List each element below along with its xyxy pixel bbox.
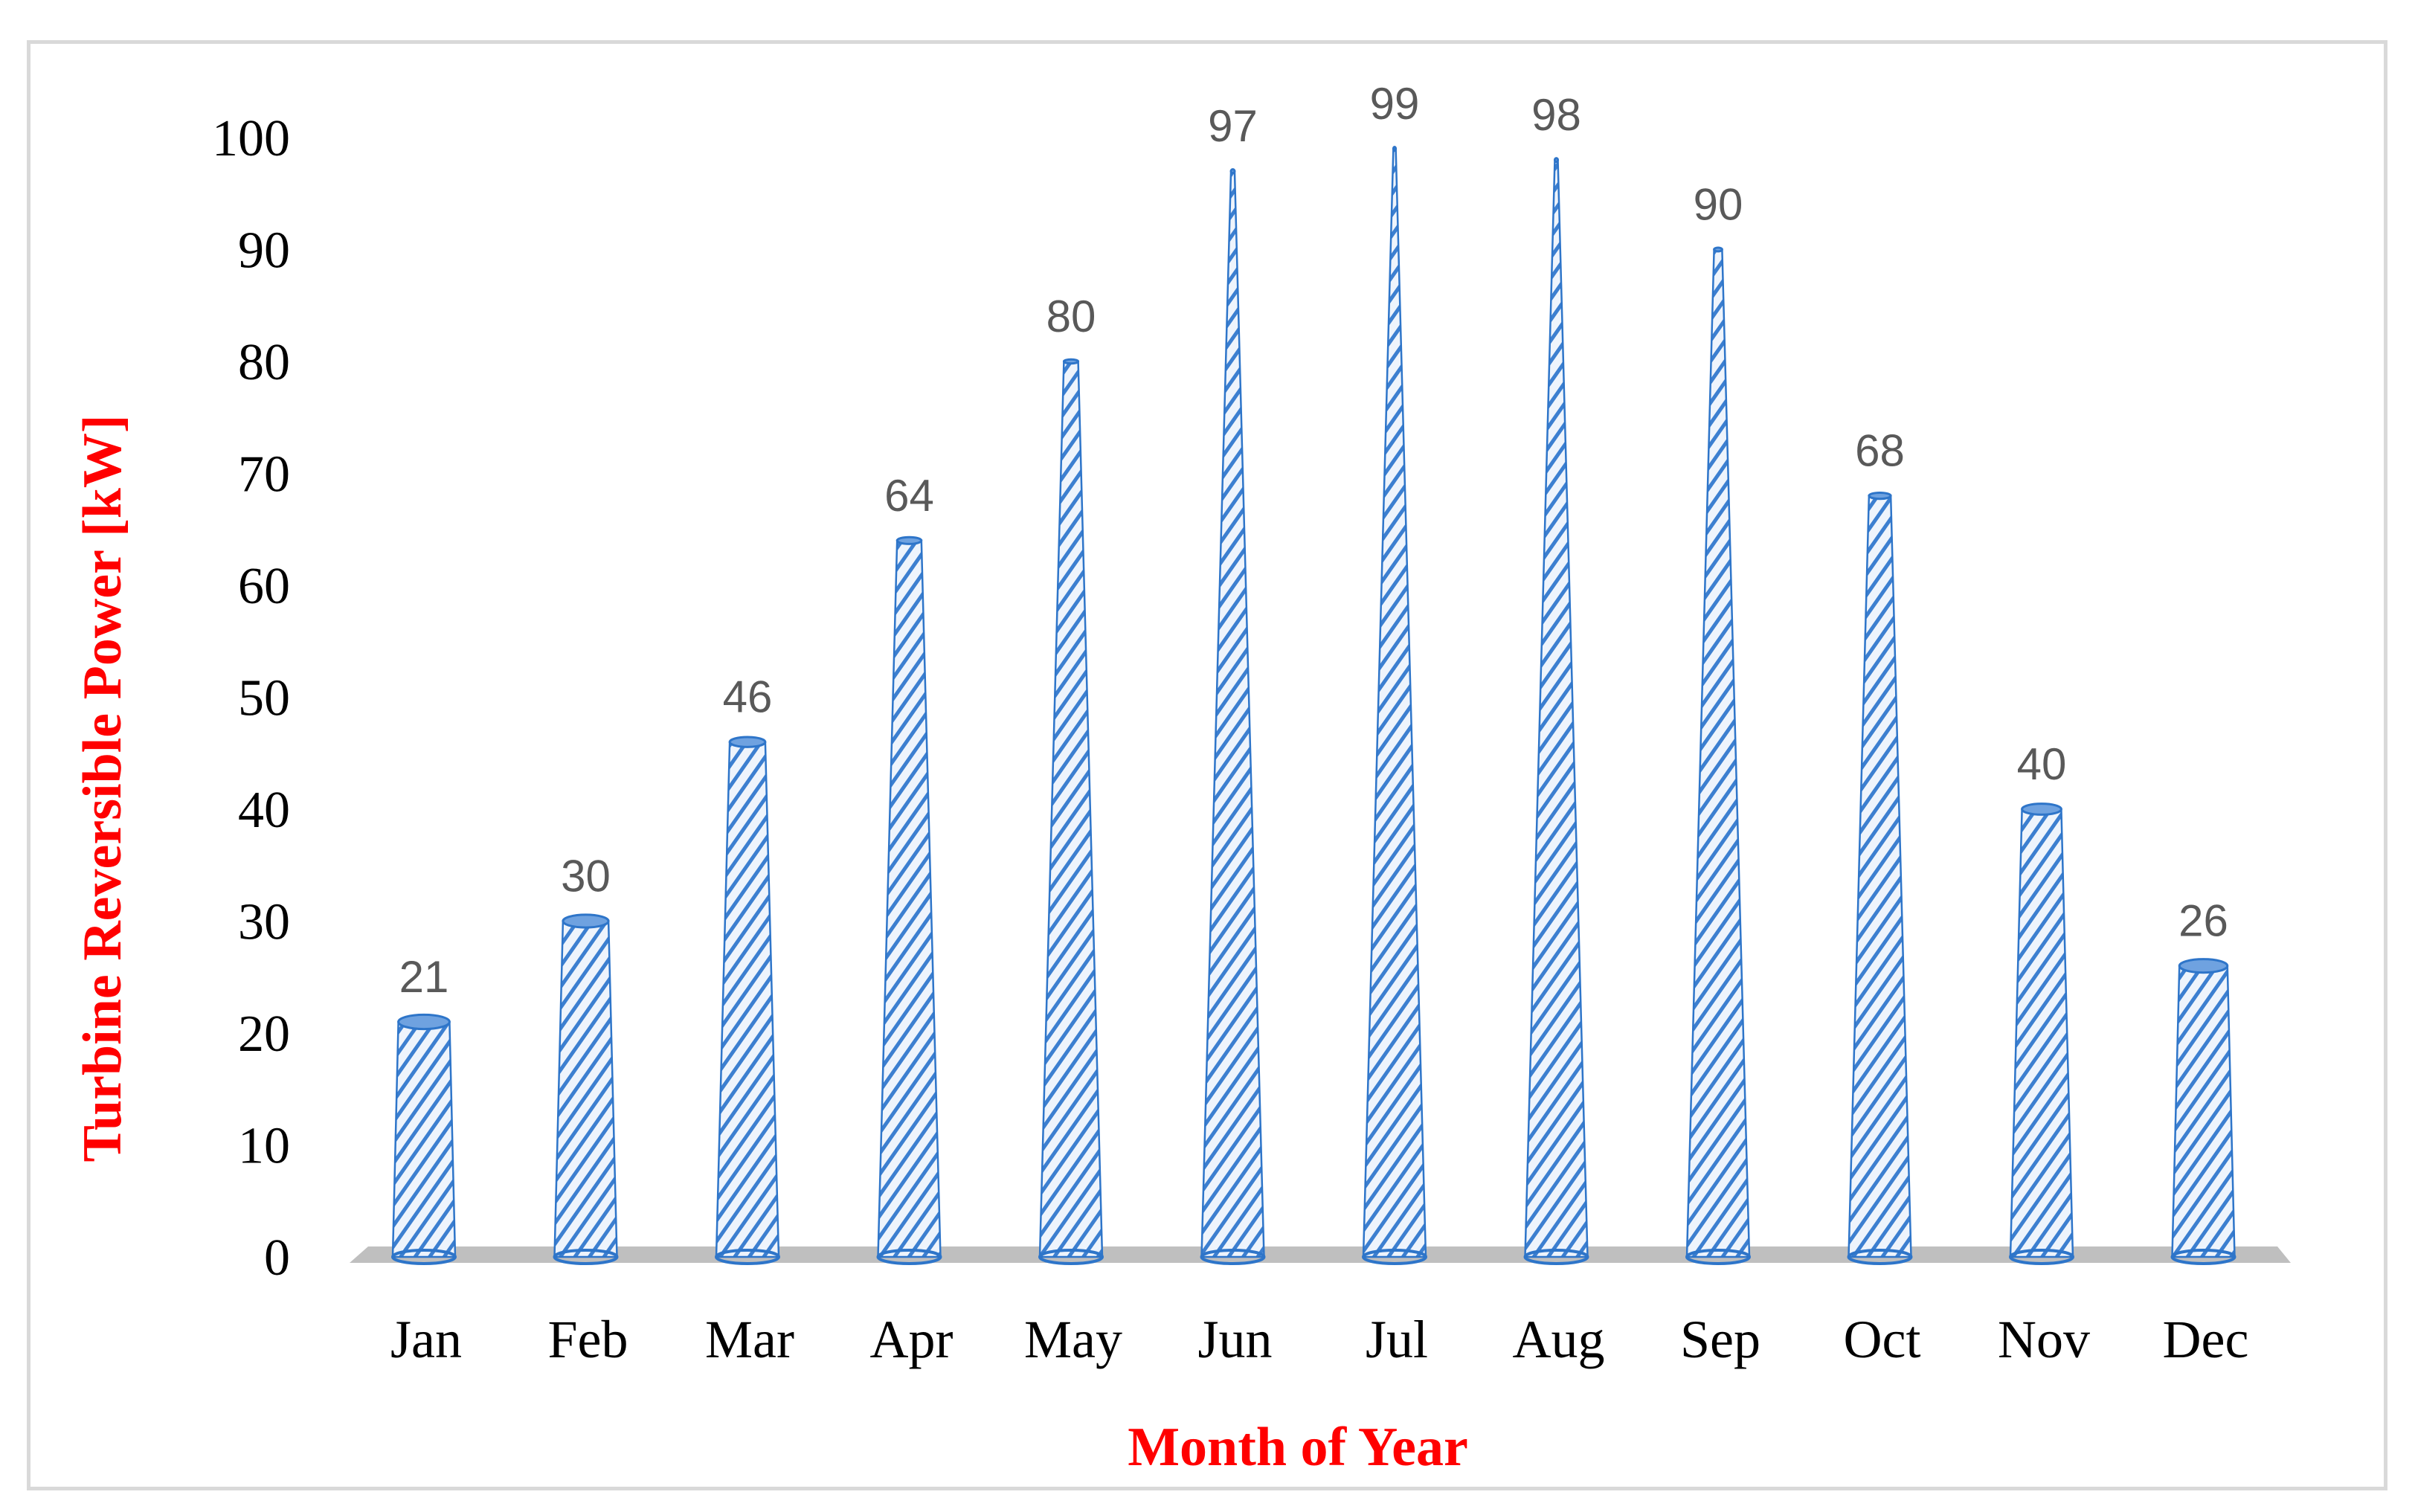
cone-bar [1847,492,1913,1265]
y-tick-label: 70 [238,446,290,504]
data-label: 30 [561,852,611,901]
cone-top [1229,168,1236,175]
data-label: 80 [1046,292,1096,341]
x-tick-label: Feb [548,1310,628,1369]
cone-base [2170,1249,2236,1265]
data-label: 98 [1531,90,1581,140]
x-tick-label: May [1024,1310,1122,1369]
cone-top [1868,492,1892,501]
x-tick-label: Jul [1366,1310,1428,1369]
data-label: 21 [399,952,449,1002]
x-axis-title: Month of Year [1128,1417,1468,1478]
cone-body [391,1020,457,1258]
cone-body [2009,808,2074,1258]
cone-bar [2170,958,2236,1265]
cone-base [1523,1249,1589,1265]
x-tick-label: Nov [1998,1310,2090,1369]
data-label: 97 [1208,101,1258,151]
x-tick-label: Apr [870,1310,954,1369]
cone-bar [715,736,780,1265]
cone-bar [1038,358,1104,1265]
cone-bar [553,913,619,1265]
x-tick-label: Mar [705,1310,794,1369]
cone-body [2171,965,2236,1258]
cone-body [715,741,780,1258]
cone-body [1524,158,1589,1258]
cone-bar [2009,802,2074,1265]
cone-base [1038,1249,1104,1265]
x-axis-labels: Jan Feb Mar Apr May Jun Jul Aug Sep Oct Nov Dec [390,1310,2248,1369]
data-label: 46 [723,672,773,722]
cone-body [1200,170,1265,1258]
cone-top [2021,802,2062,816]
cone-bar [1523,157,1589,1265]
y-tick-label: 90 [238,222,290,280]
y-tick-label: 40 [238,782,290,839]
data-label: 99 [1370,79,1420,129]
y-tick-label: 30 [238,894,290,951]
y-tick-label: 80 [238,334,290,391]
cone-base [1200,1249,1266,1265]
y-tick-label: 20 [238,1006,290,1063]
cone-body [1685,248,1751,1258]
cone-base [715,1249,780,1265]
cone-bars [391,146,2236,1265]
cone-base [553,1249,619,1265]
cone-top [397,1013,451,1031]
cone-base [1362,1249,1427,1265]
cone-top [728,736,767,748]
data-label: 40 [2017,739,2067,789]
cone-top [1713,246,1723,253]
cone-top [2178,958,2229,974]
cone-bar [1200,168,1266,1265]
y-axis-ticks: 0 10 20 30 40 50 60 70 80 90 100 [212,110,290,1287]
cone-base [876,1249,942,1265]
cone-bar [391,1013,457,1265]
cone-top [1553,157,1560,164]
cone-top [1392,146,1398,152]
cone-top [895,535,923,545]
y-tick-label: 100 [212,110,290,167]
cone-body [877,539,942,1258]
cone-bar [876,535,942,1265]
x-tick-label: Sep [1680,1310,1760,1369]
x-tick-label: Aug [1513,1310,1605,1369]
y-axis-title: Turbine Reversible Power [kW] [72,414,133,1162]
cone-body [1362,147,1427,1258]
data-label: 90 [1694,180,1743,230]
y-tick-label: 0 [264,1229,290,1287]
cone-bar [1685,246,1751,1265]
x-tick-label: Jun [1197,1310,1272,1369]
chart-floor [350,1246,2291,1263]
cone-body [1848,495,1912,1258]
cone-base [2009,1249,2074,1265]
data-label: 68 [1855,426,1905,476]
x-tick-label: Dec [2163,1310,2249,1369]
cone-base [1847,1249,1913,1265]
data-label: 26 [2178,896,2228,946]
cone-bar [1362,146,1427,1265]
x-tick-label: Jan [390,1310,462,1369]
cone-top [1062,358,1080,365]
y-tick-label: 60 [238,558,290,615]
data-label: 64 [884,471,934,521]
cone-body [1038,360,1104,1258]
data-labels: 21 30 46 64 80 97 99 98 90 68 40 26 [399,79,2228,1002]
cone-top [562,913,610,929]
cone-base [391,1249,457,1265]
x-tick-label: Oct [1844,1310,1921,1369]
cone-body [553,920,618,1258]
y-tick-label: 10 [238,1118,290,1175]
y-tick-label: 50 [238,670,290,727]
cone-base [1685,1249,1751,1265]
